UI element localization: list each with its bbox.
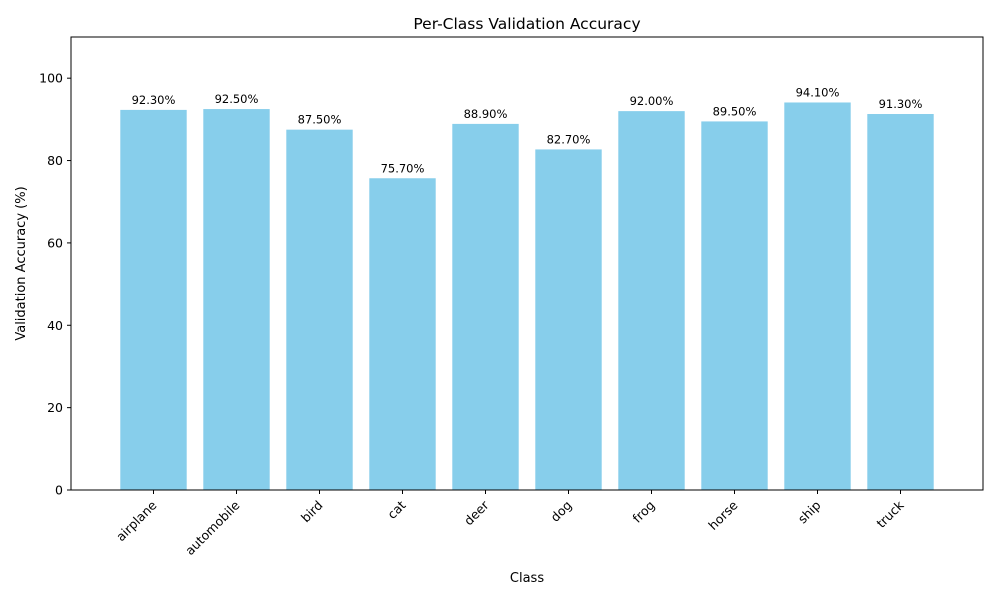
x-tick-label: deer — [461, 497, 492, 528]
data-label-automobile: 92.50% — [215, 92, 259, 106]
x-tick-label: frog — [629, 498, 657, 526]
bar-bird — [286, 129, 353, 490]
bar-deer — [452, 123, 519, 490]
data-label-frog: 92.00% — [630, 94, 674, 108]
x-axis: airplane automobile bird cat deer dog frog hors… — [113, 490, 907, 558]
x-tick-label: cat — [384, 497, 408, 521]
data-label-deer: 88.90% — [464, 107, 508, 121]
data-label-cat: 75.70% — [381, 161, 425, 175]
bar-horse — [701, 121, 768, 490]
bar-truck — [867, 114, 934, 490]
data-label-ship: 94.10% — [796, 85, 840, 99]
data-labels-group: 92.30% 92.50% 87.50% 75.70% 88.90% 82.70% 92.0… — [132, 85, 923, 175]
x-tick-label: truck — [873, 497, 907, 531]
x-tick-label: horse — [705, 497, 741, 533]
data-label-truck: 91.30% — [879, 97, 923, 111]
bar-cat — [369, 178, 436, 490]
data-label-airplane: 92.30% — [132, 93, 176, 107]
bar-frog — [618, 111, 685, 491]
y-tick-label: 80 — [47, 153, 63, 168]
y-tick-label: 100 — [39, 71, 63, 86]
chart-title: Per-Class Validation Accuracy — [413, 15, 640, 33]
bar-airplane — [120, 109, 187, 490]
x-tick-label: ship — [795, 497, 824, 526]
plot-frame — [70, 36, 984, 491]
y-axis-label: Validation Accuracy (%) — [14, 186, 29, 340]
y-tick-label: 40 — [47, 318, 63, 333]
bar-automobile — [203, 109, 270, 491]
data-label-bird: 87.50% — [298, 113, 342, 127]
y-tick-label: 20 — [47, 400, 63, 415]
y-tick-label: 0 — [55, 483, 63, 498]
y-axis: 0 20 40 60 80 100 — [39, 71, 71, 498]
data-label-dog: 82.70% — [547, 132, 591, 146]
x-axis-label: Class — [510, 571, 544, 586]
bars-group — [120, 102, 934, 491]
data-label-horse: 89.50% — [713, 104, 757, 118]
y-tick-label: 60 — [47, 235, 63, 250]
x-tick-label: bird — [298, 498, 326, 526]
x-tick-label: automobile — [182, 497, 243, 558]
x-tick-label: airplane — [113, 497, 160, 544]
x-tick-label: dog — [547, 498, 574, 525]
bar-dog — [535, 149, 602, 490]
bar-ship — [784, 102, 851, 490]
